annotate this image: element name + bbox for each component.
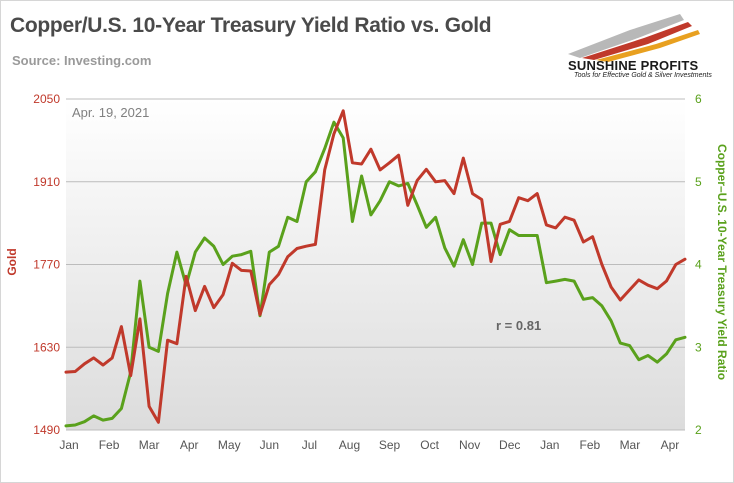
right-tick-label: 6: [695, 92, 702, 106]
right-axis-title: Copper–U.S. 10-Year Treasury Yield Ratio: [715, 144, 729, 380]
logo-tagline: Tools for Effective Gold & Silver Invest…: [574, 72, 712, 79]
series-lines: [64, 109, 687, 428]
x-tick-label: Mar: [139, 438, 160, 452]
right-tick-label: 2: [695, 423, 702, 437]
source-label: Source: Investing.com: [12, 53, 152, 68]
correlation-annotation: r = 0.81: [496, 318, 541, 333]
x-tick-label: Jan: [59, 438, 78, 452]
x-tick-label: Oct: [420, 438, 439, 452]
gold-series-line: [64, 109, 687, 424]
x-tick-label: Feb: [99, 438, 120, 452]
logo-name: SUNSHINE PROFITS: [568, 58, 699, 73]
x-tick-label: Aug: [339, 438, 360, 452]
x-tick-label: Jan: [540, 438, 559, 452]
logo-swoosh-red: [582, 22, 692, 60]
sunshine-profits-logo: [568, 14, 700, 62]
right-tick-label: 3: [695, 340, 702, 354]
logo-swoosh-orange: [596, 30, 700, 62]
x-tick-label: Mar: [620, 438, 641, 452]
gridlines: [66, 98, 685, 431]
left-tick-label: 1630: [33, 340, 60, 354]
logo-swoosh-gray: [568, 14, 684, 58]
left-tick-label: 1910: [33, 175, 60, 189]
left-y-axis: 1490 1630 1770 1910 2050: [33, 92, 60, 437]
left-tick-label: 1770: [33, 258, 60, 272]
right-tick-label: 5: [695, 175, 702, 189]
right-y-axis: 2 3 4 5 6: [695, 92, 702, 437]
ratio-series-line: [64, 120, 687, 428]
left-tick-label: 1490: [33, 423, 60, 437]
left-axis-title: Gold: [5, 248, 19, 275]
x-tick-label: Feb: [579, 438, 600, 452]
x-tick-label: May: [218, 438, 241, 452]
right-tick-label: 4: [695, 258, 702, 272]
x-tick-label: Jul: [302, 438, 317, 452]
date-label: Apr. 19, 2021: [72, 105, 149, 120]
x-tick-label: Apr: [661, 438, 680, 452]
x-axis: Jan Feb Mar Apr May Jun Jul Aug Sep Oct Nov Dec Jan F…: [59, 438, 679, 452]
x-tick-label: Sep: [379, 438, 401, 452]
chart-title: Copper/U.S. 10-Year Treasury Yield Ratio…: [10, 14, 492, 37]
x-tick-label: Apr: [180, 438, 199, 452]
left-tick-label: 2050: [33, 92, 60, 106]
x-tick-label: Nov: [459, 438, 480, 452]
x-tick-label: Dec: [499, 438, 520, 452]
x-tick-label: Jun: [260, 438, 279, 452]
